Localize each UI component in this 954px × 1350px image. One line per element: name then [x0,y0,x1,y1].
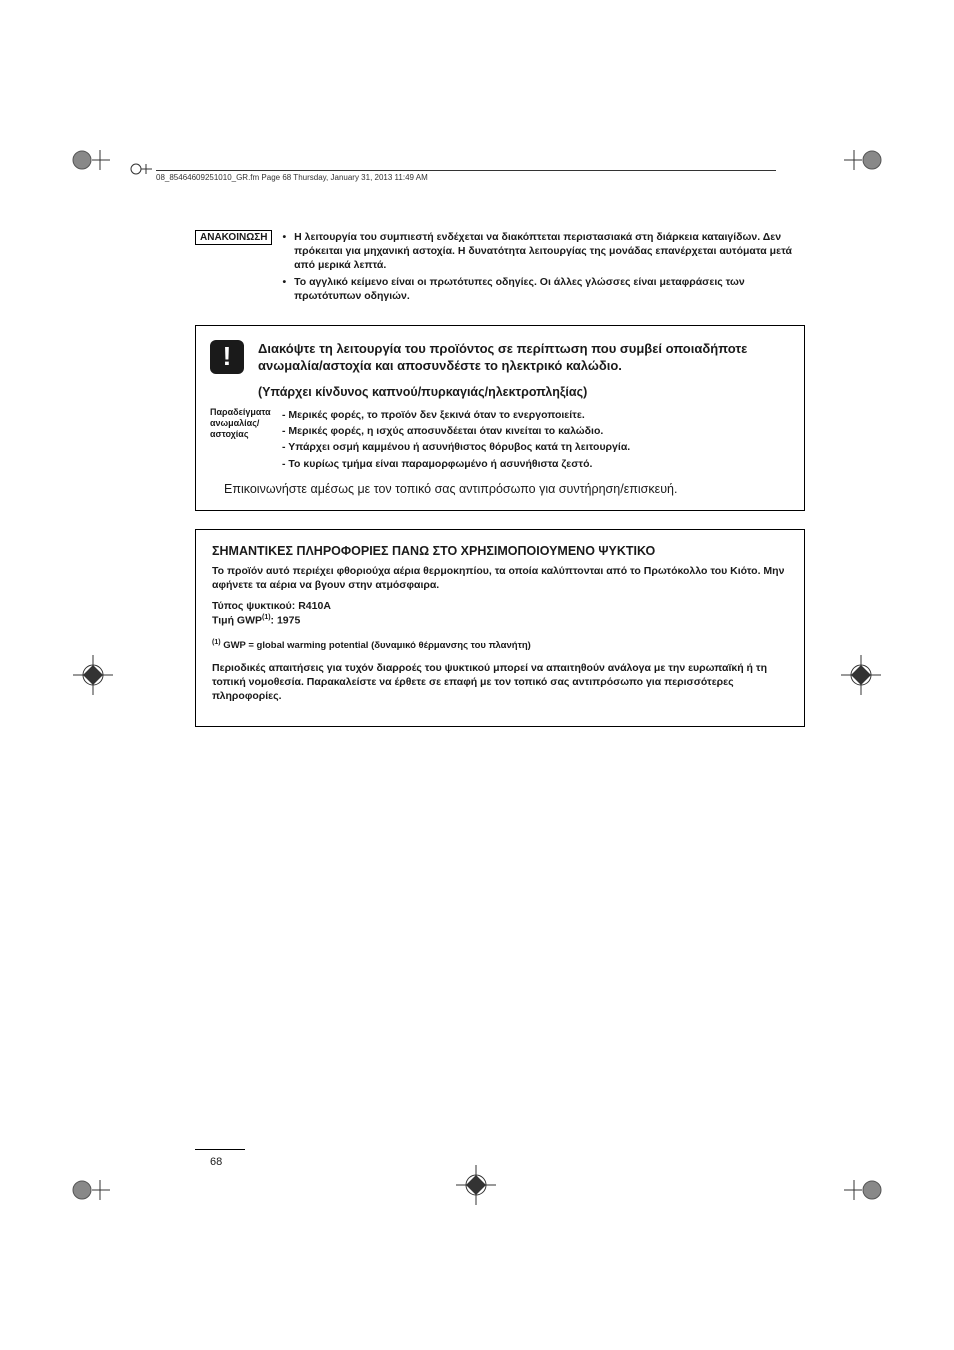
refrigerant-type: Τύπος ψυκτικού: R410A [212,600,788,612]
notice-section: ΑΝΑΚΟΙΝΩΣΗ Η λειτουργία του συμπιεστή εν… [195,230,805,305]
page-rule [195,1149,245,1150]
warning-box: ! Διακόψτε τη λειτουργία του προϊόντος σ… [195,325,805,511]
crop-mark-icon [841,655,881,695]
notice-bullet-text: Η λειτουργία του συμπιεστή ενδέχεται να … [294,230,805,273]
crop-mark-icon [73,655,113,695]
book-icon [130,160,152,183]
info-title: ΣΗΜΑΝΤΙΚΕΣ ΠΛΗΡΟΦΟΡΙΕΣ ΠΑΝΩ ΣΤΟ ΧΡΗΣΙΜΟΠ… [212,544,788,558]
crop-mark-icon [456,1165,496,1205]
contact-text: Επικοινωνήστε αμέσως με τον τοπικό σας α… [224,482,788,496]
examples-list: - Μερικές φορές, το προϊόν δεν ξεκινά ότ… [282,407,630,472]
page-number: 68 [210,1156,222,1168]
notice-bullets: Η λειτουργία του συμπιεστή ενδέχεται να … [282,230,805,305]
warning-title: Διακόψτε τη λειτουργία του προϊόντος σε … [258,340,788,375]
info-paragraph: Περιοδικές απαιτήσεις για τυχόν διαρροές… [212,661,788,704]
info-box: ΣΗΜΑΝΤΙΚΕΣ ΠΛΗΡΟΦΟΡΙΕΣ ΠΑΝΩ ΣΤΟ ΧΡΗΣΙΜΟΠ… [195,529,805,727]
exclamation-icon: ! [210,340,244,374]
footnote: (1) GWP = global warming potential (δυνα… [212,639,788,651]
crop-mark-icon [70,140,110,180]
notice-bullet-text: Το αγγλικό κείμενο είναι οι πρωτότυπες ο… [294,275,805,303]
notice-bullet-item: Η λειτουργία του συμπιεστή ενδέχεται να … [282,230,805,273]
info-paragraph: Το προϊόν αυτό περιέχει φθοριούχα αέρια … [212,564,788,592]
crop-mark-icon [844,140,884,180]
example-item: - Υπάρχει οσμή καμμένου ή ασυνήθιστος θό… [282,439,630,455]
crop-mark-icon [844,1170,884,1210]
example-item: - Μερικές φορές, το προϊόν δεν ξεκινά ότ… [282,407,630,423]
example-item: - Το κυρίως τμήμα είναι παραμορφωμένο ή … [282,456,630,472]
crop-mark-icon [70,1170,110,1210]
page-content: ΑΝΑΚΟΙΝΩΣΗ Η λειτουργία του συμπιεστή εν… [195,230,805,727]
examples-label: Παραδείγματα ανωμαλίας/αστοχίας [210,407,272,472]
gwp-value: Τιμή GWP(1): 1975 [212,614,788,627]
header-file-info: 08_85464609251010_GR.fm Page 68 Thursday… [156,170,776,182]
notice-label: ΑΝΑΚΟΙΝΩΣΗ [195,230,272,245]
notice-bullet-item: Το αγγλικό κείμενο είναι οι πρωτότυπες ο… [282,275,805,303]
warning-subtitle: (Υπάρχει κίνδυνος καπνού/πυρκαγιάς/ηλεκτ… [258,385,788,399]
example-item: - Μερικές φορές, η ισχύς αποσυνδέεται ότ… [282,423,630,439]
